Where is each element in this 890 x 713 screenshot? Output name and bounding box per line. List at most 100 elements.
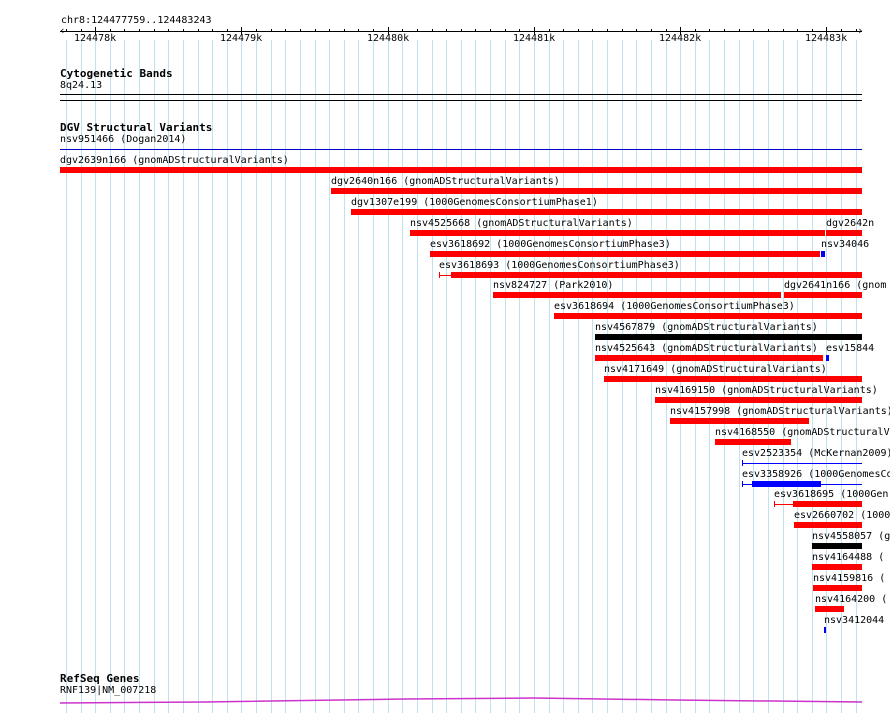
sv-feature-bar — [793, 501, 862, 507]
sv-feature-label: dgv2641n166 (gnom — [784, 280, 887, 291]
sv-feature-label: nsv824727 (Park2010) — [493, 280, 614, 291]
ruler-tick-label: 124482k — [659, 33, 702, 44]
ruler-minor-tick — [271, 29, 272, 32]
sv-feature-label: nsv4159816 ( — [813, 573, 886, 584]
ruler-minor-tick — [227, 29, 228, 32]
sv-feature-bar — [826, 355, 829, 361]
region-label: chr8:124477759..124483243 — [61, 15, 212, 26]
sv-feature-bar — [60, 167, 862, 173]
ruler-minor-tick — [739, 29, 740, 32]
ruler-major-tick — [95, 27, 96, 35]
sv-feature-label: esv3618694 (1000GenomesConsortiumPhase3) — [554, 301, 795, 312]
ruler-tick-label: 124483k — [805, 33, 848, 44]
sv-feature-bar — [821, 251, 825, 257]
ruler-minor-tick — [358, 29, 359, 32]
ruler-minor-tick — [797, 29, 798, 32]
sv-feature-label: nsv4558057 (g — [812, 531, 890, 542]
cytoband-line[interactable] — [60, 94, 862, 95]
ruler-major-tick — [534, 27, 535, 35]
ruler-minor-tick — [768, 29, 769, 32]
sv-feature-bar — [784, 292, 862, 298]
sv-feature-label: esv15844 — [826, 343, 875, 354]
sv-feature-bar — [410, 230, 825, 236]
sv-feature-label: nsv4164488 ( — [812, 552, 885, 563]
sv-feature-label: nsv4169150 (gnomADStructuralVariants) — [655, 385, 878, 396]
sv-feature-bar — [812, 543, 862, 549]
sv-feature-label: nsv4567879 (gnomADStructuralVariants) — [595, 322, 818, 333]
ruler-minor-tick — [81, 29, 82, 32]
sv-feature-bar — [493, 292, 781, 298]
ruler-right-arrow: › — [857, 24, 864, 37]
ruler-minor-tick — [475, 29, 476, 32]
sv-feature-cap — [774, 501, 775, 507]
refseq-gene-feature[interactable] — [55, 694, 865, 706]
sv-feature-bar — [331, 188, 862, 194]
ruler-minor-tick — [183, 29, 184, 32]
ruler-minor-tick — [300, 29, 301, 32]
sv-feature-label: dgv2642n — [826, 218, 875, 229]
sv-feature-bar — [430, 251, 820, 257]
sv-feature-label: esv3618692 (1000GenomesConsortiumPhase3) — [430, 239, 671, 250]
sv-feature-label: dgv1307e199 (1000GenomesConsortiumPhase1… — [351, 197, 598, 208]
sv-feature-bar — [826, 230, 862, 236]
ruler-tick-label: 124481k — [513, 33, 556, 44]
ruler-minor-tick — [124, 29, 125, 32]
ruler-minor-tick — [592, 29, 593, 32]
sv-feature-bar — [451, 272, 862, 278]
ruler-minor-tick — [432, 29, 433, 32]
dgv-track-title[interactable]: DGV Structural Variants — [60, 121, 213, 134]
ruler-minor-tick — [461, 29, 462, 32]
ruler-minor-tick — [695, 29, 696, 32]
refseq-gene-label: RNF139|NM_007218 — [60, 685, 157, 696]
ruler-minor-tick — [724, 29, 725, 32]
ruler-major-tick — [826, 27, 827, 35]
ruler-minor-tick — [168, 29, 169, 32]
sv-feature-bar — [554, 313, 862, 319]
sv-feature-label: nsv4164200 ( — [815, 594, 888, 605]
sv-feature-label: nsv34046 — [821, 239, 870, 250]
dgv-track-line — [60, 149, 862, 150]
sv-feature-label: esv2523354 (McKernan2009) — [742, 448, 890, 459]
ruler-minor-tick — [110, 29, 111, 32]
ruler-minor-tick — [285, 29, 286, 32]
ruler-minor-tick — [753, 29, 754, 32]
sv-feature-label: nsv4171649 (gnomADStructuralVariants) — [604, 364, 827, 375]
sv-feature-label: esv2660702 (1000 — [794, 510, 890, 521]
track-separator — [60, 100, 862, 101]
ruler-minor-tick — [315, 29, 316, 32]
sv-feature-bar — [595, 355, 823, 361]
ruler-minor-tick — [446, 29, 447, 32]
sv-feature-bar — [794, 522, 862, 528]
ruler-minor-tick — [256, 29, 257, 32]
refseq-track-title[interactable]: RefSeq Genes — [60, 672, 140, 685]
ruler-minor-tick — [563, 29, 564, 32]
ruler-left-arrow: ‹ — [59, 24, 66, 37]
ruler-minor-tick — [783, 29, 784, 32]
ruler-minor-tick — [856, 29, 857, 32]
ruler-minor-tick — [578, 29, 579, 32]
ruler-minor-tick — [651, 29, 652, 32]
sv-feature-label: esv3618695 (1000Gen — [774, 489, 889, 500]
sv-feature-bar — [670, 418, 809, 424]
ruler-minor-tick — [402, 29, 403, 32]
sv-feature-label: nsv4168550 (gnomADStructuralV — [715, 427, 890, 438]
sv-feature-flank — [439, 275, 451, 276]
ruler-minor-tick — [505, 29, 506, 32]
sv-feature-label: dgv2640n166 (gnomADStructuralVariants) — [331, 176, 560, 187]
sv-feature-bar — [351, 209, 862, 215]
sv-feature-bar — [813, 585, 862, 591]
ruler-tick-label: 124480k — [367, 33, 410, 44]
ruler-minor-tick — [607, 29, 608, 32]
ruler-minor-tick — [490, 29, 491, 32]
ruler-minor-tick — [154, 29, 155, 32]
sv-feature-bar — [752, 481, 821, 487]
ruler-minor-tick — [344, 29, 345, 32]
ruler-minor-tick — [666, 29, 667, 32]
cytoband-track-title[interactable]: Cytogenetic Bands — [60, 67, 173, 80]
ruler-minor-tick — [373, 29, 374, 32]
sv-feature-label: esv3358926 (1000GenomesCo — [742, 469, 890, 480]
sv-feature-label: nsv4525643 (gnomADStructuralVariants) — [595, 343, 818, 354]
sv-feature-label: nsv4157998 (gnomADStructuralVariants) — [670, 406, 890, 417]
ruler-major-tick — [241, 27, 242, 35]
